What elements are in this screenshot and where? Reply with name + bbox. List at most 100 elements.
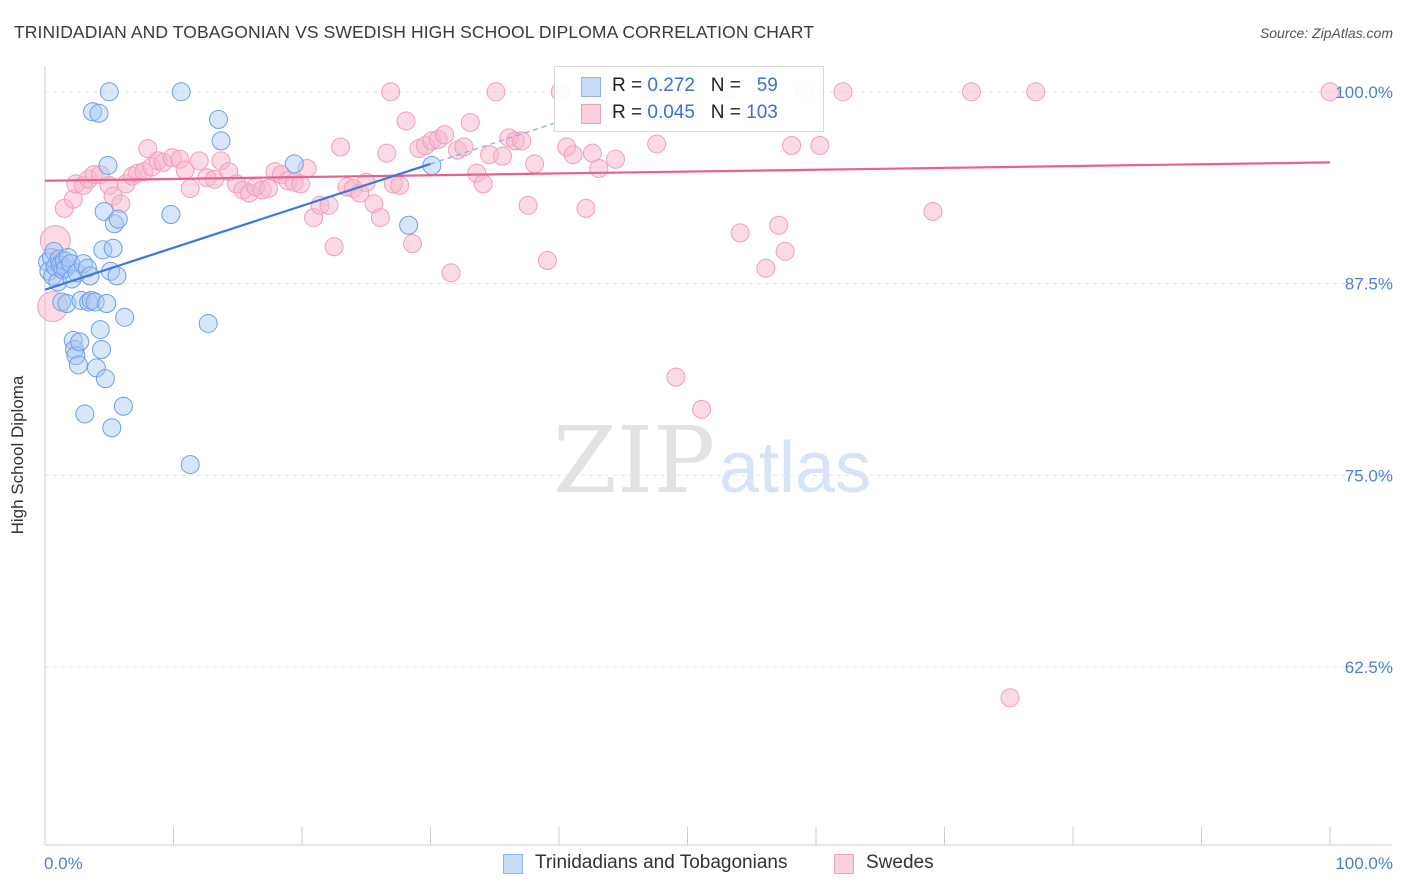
data-point-swedes	[441, 263, 461, 283]
series-trinidadians	[38, 82, 442, 475]
data-point-swedes	[833, 82, 853, 102]
data-point-swedes	[37, 291, 69, 323]
series-swedes	[37, 82, 1340, 708]
watermark-atlas: atlas	[719, 428, 871, 508]
y-tick-label: 100.0%	[1335, 83, 1393, 102]
data-point-swedes	[324, 237, 344, 257]
data-point-swedes	[370, 208, 390, 228]
watermark-zip: ZIP	[553, 407, 715, 514]
data-point-swedes	[473, 174, 493, 194]
watermark: ZIP atlas	[553, 407, 871, 514]
axes	[44, 66, 1392, 846]
data-point-swedes	[138, 139, 158, 159]
trend-lines	[44, 112, 1331, 291]
data-point-swedes	[730, 223, 750, 243]
tick-labels: 62.5% 75.0% 87.5% 100.0% 0.0% 100.0%	[44, 83, 1393, 873]
data-point-swedes	[692, 399, 712, 419]
data-point-trinidadians	[107, 266, 127, 286]
data-point-swedes	[180, 178, 200, 198]
data-point-swedes	[923, 201, 943, 221]
stats-legend: R = 0.272 N = 59 R = 0.045 N = 103	[554, 66, 824, 132]
data-point-trinidadians	[284, 154, 304, 174]
data-point-swedes	[782, 135, 802, 155]
data-point-trinidadians	[115, 307, 135, 327]
trend-line-trinidadians	[44, 162, 431, 291]
data-point-trinidadians	[75, 404, 95, 424]
trend-line-swedes	[44, 161, 1331, 182]
data-point-swedes	[1000, 688, 1020, 708]
gridlines	[45, 91, 1390, 668]
data-point-trinidadians	[211, 131, 231, 151]
data-point-swedes	[460, 112, 480, 132]
y-tick-label: 62.5%	[1345, 658, 1393, 677]
data-point-trinidadians	[70, 332, 90, 352]
data-point-trinidadians	[103, 238, 123, 258]
legend-stats-text: R = 0.045 N = 103	[612, 102, 778, 123]
data-point-swedes	[1026, 82, 1046, 102]
legend-swatch-blue	[581, 77, 601, 97]
data-point-trinidadians	[102, 418, 122, 438]
data-point-swedes	[390, 175, 410, 195]
data-point-swedes	[775, 241, 795, 261]
data-point-swedes	[189, 151, 209, 171]
x-tick-label: 0.0%	[44, 854, 83, 873]
data-point-trinidadians	[399, 215, 419, 235]
data-point-trinidadians	[161, 205, 181, 225]
data-point-swedes	[756, 258, 776, 278]
data-point-trinidadians	[93, 240, 113, 260]
data-point-swedes	[518, 195, 538, 215]
legend-swatch-pink	[834, 854, 854, 874]
data-point-trinidadians	[77, 258, 97, 278]
legend-label: Swedes	[866, 852, 934, 873]
data-point-trinidadians	[71, 290, 91, 310]
data-point-swedes	[454, 137, 474, 157]
data-point-swedes	[525, 154, 545, 174]
data-point-swedes	[666, 367, 686, 387]
y-tick-label: 87.5%	[1345, 275, 1393, 294]
data-point-trinidadians	[57, 293, 77, 313]
data-point-trinidadians	[83, 102, 103, 122]
legend-label: Trinidadians and Tobagonians	[535, 852, 788, 873]
data-point-swedes	[1320, 82, 1340, 102]
data-point-trinidadians	[95, 369, 115, 389]
data-point-swedes	[435, 125, 455, 145]
data-point-swedes	[403, 234, 423, 254]
data-point-trinidadians	[90, 320, 110, 340]
data-point-swedes	[537, 251, 557, 271]
legend-swatch-pink	[581, 104, 601, 124]
data-point-swedes	[647, 134, 667, 154]
y-axis-label: High School Diploma	[8, 375, 27, 535]
data-point-swedes	[589, 159, 609, 179]
data-point-trinidadians	[171, 82, 191, 102]
y-tick-label: 75.0%	[1345, 466, 1393, 485]
data-point-trinidadians	[97, 293, 117, 313]
data-point-swedes	[486, 82, 506, 102]
data-point-swedes	[512, 131, 532, 151]
data-point-trinidadians	[99, 82, 119, 102]
data-point-trinidadians	[68, 355, 88, 375]
data-point-swedes	[396, 111, 416, 131]
data-point-swedes	[810, 135, 830, 155]
data-point-trinidadians	[92, 340, 112, 360]
data-point-trinidadians	[198, 313, 218, 333]
data-point-swedes	[606, 149, 626, 169]
data-point-swedes	[576, 198, 596, 218]
data-point-swedes	[492, 146, 512, 166]
data-point-trinidadians	[180, 455, 200, 475]
data-point-trinidadians	[98, 155, 118, 175]
data-point-swedes	[563, 145, 583, 165]
source-credit: Source: ZipAtlas.com	[1259, 25, 1393, 41]
data-point-trinidadians	[208, 109, 228, 129]
data-point-trinidadians	[89, 103, 109, 123]
data-point-trinidadians	[108, 209, 128, 229]
data-point-swedes	[377, 143, 397, 163]
legend-stats-text: R = 0.272 N = 59	[612, 75, 778, 96]
chart-title: TRINIDADIAN AND TOBAGONIAN VS SWEDISH HI…	[14, 22, 814, 42]
x-tick-label: 100.0%	[1335, 854, 1393, 873]
data-point-swedes	[961, 82, 981, 102]
data-point-swedes	[381, 82, 401, 102]
data-point-swedes	[111, 194, 131, 214]
data-point-swedes	[259, 178, 279, 198]
data-point-swedes	[331, 137, 351, 157]
